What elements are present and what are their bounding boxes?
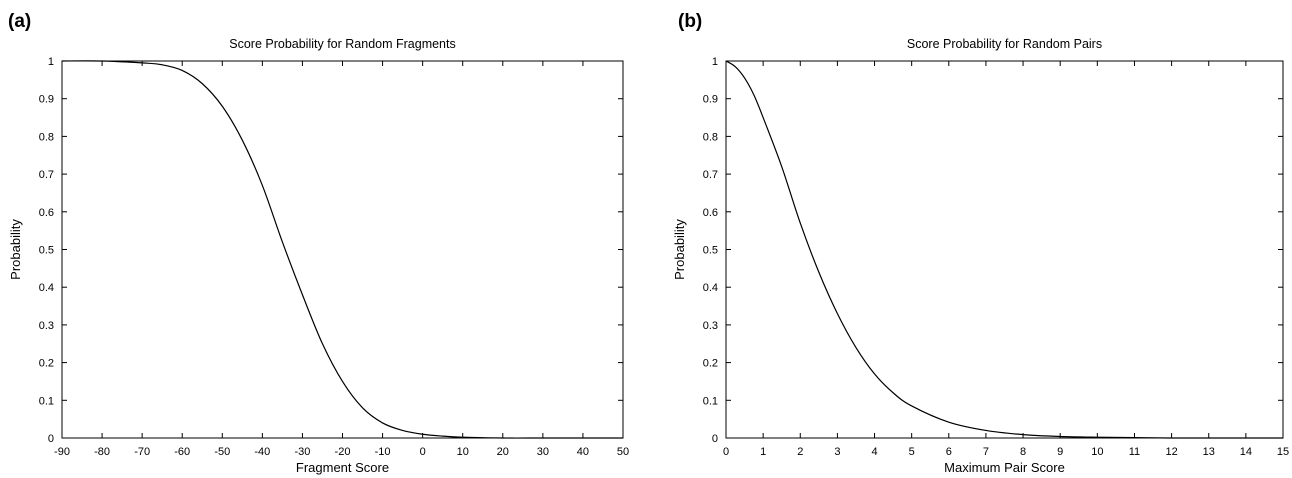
y-tick-label: 0.4 bbox=[39, 282, 54, 294]
y-tick-label: 0.1 bbox=[39, 395, 54, 407]
chart-panel-a: (a) Score Probability for Random Fragment… bbox=[8, 11, 629, 475]
x-tick-label: -30 bbox=[294, 446, 310, 458]
y-tick-label: 0.8 bbox=[39, 131, 54, 143]
x-tick-label: 11 bbox=[1129, 446, 1140, 458]
x-tick-label: -50 bbox=[214, 446, 230, 458]
chart-title: Score Probability for Random Fragments bbox=[229, 37, 455, 51]
y-tick-label: 0.5 bbox=[703, 245, 718, 257]
y-tick-label: 0 bbox=[712, 433, 718, 445]
y-tick-label: 0.3 bbox=[39, 320, 54, 332]
x-tick-label: 14 bbox=[1240, 446, 1252, 458]
x-tick-label: 30 bbox=[537, 446, 549, 458]
x-tick-label: 6 bbox=[946, 446, 952, 458]
chart-panel-b: (b) Score Probability for Random Pairs 0 1 2… bbox=[646, 0, 1292, 478]
y-tick-label: 0.9 bbox=[703, 94, 718, 106]
chart-svg: (a) Score Probability for Random Fragment… bbox=[8, 11, 629, 475]
x-tick-label: 3 bbox=[834, 446, 840, 458]
x-tick-label: -40 bbox=[254, 446, 270, 458]
y-tick-label: 0.5 bbox=[39, 245, 54, 257]
x-tick-label: 1 bbox=[760, 446, 766, 458]
x-tick-label: -60 bbox=[174, 446, 190, 458]
y-tick-label: 0.4 bbox=[703, 282, 718, 294]
x-tick-label: 12 bbox=[1165, 446, 1177, 458]
x-tick-label: 0 bbox=[723, 446, 729, 458]
x-tick-label: 50 bbox=[617, 446, 629, 458]
x-tick-label: 8 bbox=[1020, 446, 1026, 458]
x-tick-label: 20 bbox=[497, 446, 509, 458]
y-tick-label: 1 bbox=[48, 56, 54, 68]
x-tick-label: 0 bbox=[420, 446, 426, 458]
x-tick-label: 13 bbox=[1203, 446, 1215, 458]
y-axis-label: Probability bbox=[672, 219, 687, 280]
x-tick-label: 10 bbox=[1091, 446, 1103, 458]
y-tick-label: 0.1 bbox=[703, 395, 718, 407]
x-tick-label: 40 bbox=[577, 446, 589, 458]
y-tick-label: 0.3 bbox=[703, 320, 718, 332]
x-tick-label: -80 bbox=[94, 446, 110, 458]
x-tick-label: 2 bbox=[797, 446, 803, 458]
panel-label: (a) bbox=[8, 11, 31, 32]
panel-label: (b) bbox=[678, 11, 702, 32]
y-tick-label: 1 bbox=[712, 56, 718, 68]
x-tick-label: -20 bbox=[335, 446, 351, 458]
y-tick-label: 0.2 bbox=[703, 358, 718, 370]
x-tick-label: 10 bbox=[457, 446, 469, 458]
y-tick-label: 0.6 bbox=[39, 207, 54, 219]
y-axis-label: Probability bbox=[8, 219, 23, 280]
x-tick-label: 4 bbox=[871, 446, 877, 458]
x-tick-label: -70 bbox=[134, 446, 150, 458]
x-tick-label: -90 bbox=[54, 446, 70, 458]
series-line-0 bbox=[725, 60, 1283, 439]
series-line-0 bbox=[61, 60, 623, 439]
y-tick-label: 0.7 bbox=[39, 169, 54, 181]
y-tick-label: 0.2 bbox=[39, 358, 54, 370]
x-tick-label: 7 bbox=[983, 446, 989, 458]
y-tick-label: 0.9 bbox=[39, 94, 54, 106]
y-tick-label: 0.8 bbox=[703, 131, 718, 143]
chart-title: Score Probability for Random Pairs bbox=[907, 37, 1102, 51]
x-axis-label: Maximum Pair Score bbox=[944, 460, 1065, 475]
x-tick-label: -10 bbox=[375, 446, 391, 458]
y-tick-label: 0.7 bbox=[703, 169, 718, 181]
y-tick-label: 0.6 bbox=[703, 207, 718, 219]
x-axis-label: Fragment Score bbox=[296, 460, 389, 475]
y-tick-label: 0 bbox=[48, 433, 54, 445]
x-tick-label: 15 bbox=[1277, 446, 1289, 458]
x-tick-label: 9 bbox=[1057, 446, 1063, 458]
x-tick-label: 5 bbox=[909, 446, 915, 458]
